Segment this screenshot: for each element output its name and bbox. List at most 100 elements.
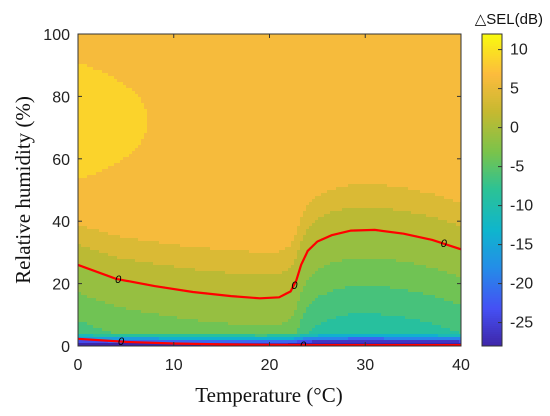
field-cell	[180, 286, 184, 290]
field-cell	[177, 49, 181, 53]
field-cell	[189, 112, 193, 116]
field-cell	[102, 64, 106, 68]
field-cell	[183, 280, 187, 284]
field-cell	[210, 46, 214, 50]
field-cell	[183, 88, 187, 92]
field-cell	[81, 241, 85, 245]
field-cell	[165, 295, 169, 299]
field-cell	[117, 184, 121, 188]
field-cell	[129, 262, 133, 266]
field-cell	[96, 340, 100, 344]
field-cell	[102, 88, 106, 92]
field-cell	[84, 313, 88, 317]
field-cell	[213, 136, 217, 140]
field-cell	[210, 82, 214, 86]
field-cell	[111, 181, 115, 185]
field-cell	[84, 100, 88, 104]
field-cell	[96, 229, 100, 233]
field-cell	[111, 187, 115, 191]
field-cell	[180, 232, 184, 236]
field-cell	[90, 40, 94, 44]
field-cell	[156, 271, 160, 275]
field-cell	[129, 73, 133, 77]
field-cell	[93, 196, 97, 200]
field-cell	[156, 307, 160, 311]
field-cell	[102, 196, 106, 200]
field-cell	[210, 250, 214, 254]
field-cell	[207, 82, 211, 86]
field-cell	[96, 172, 100, 176]
field-cell	[192, 49, 196, 53]
field-cell	[114, 49, 118, 53]
field-cell	[81, 163, 85, 167]
field-cell	[132, 115, 136, 119]
field-cell	[153, 184, 157, 188]
field-cell	[99, 316, 103, 320]
field-cell	[108, 118, 112, 122]
field-cell	[153, 85, 157, 89]
field-cell	[90, 250, 94, 254]
field-cell	[213, 142, 217, 146]
field-cell	[111, 280, 115, 284]
field-cell	[144, 175, 148, 179]
field-cell	[132, 190, 136, 194]
field-cell	[180, 334, 184, 338]
field-cell	[171, 151, 175, 155]
field-cell	[201, 85, 205, 89]
field-cell	[150, 235, 154, 239]
field-cell	[87, 154, 91, 158]
field-cell	[84, 310, 88, 314]
field-cell	[144, 304, 148, 308]
field-cell	[135, 121, 139, 125]
field-cell	[189, 58, 193, 62]
field-cell	[192, 82, 196, 86]
field-cell	[90, 52, 94, 56]
field-cell	[114, 46, 118, 50]
field-cell	[165, 334, 169, 338]
field-cell	[87, 37, 91, 41]
field-cell	[123, 37, 127, 41]
field-cell	[150, 157, 154, 161]
field-cell	[96, 301, 100, 305]
field-cell	[141, 295, 145, 299]
field-cell	[189, 79, 193, 83]
field-cell	[162, 157, 166, 161]
field-cell	[114, 124, 118, 128]
field-cell	[168, 46, 172, 50]
field-cell	[108, 223, 112, 227]
field-cell	[120, 274, 124, 278]
field-cell	[141, 214, 145, 218]
field-cell	[120, 265, 124, 269]
field-cell	[216, 130, 220, 134]
field-cell	[198, 193, 202, 197]
field-cell	[168, 43, 172, 47]
field-cell	[180, 106, 184, 110]
field-cell	[147, 136, 151, 140]
field-cell	[117, 337, 121, 341]
field-cell	[156, 121, 160, 125]
field-cell	[159, 280, 163, 284]
field-cell	[144, 217, 148, 221]
field-cell	[96, 277, 100, 281]
field-cell	[138, 310, 142, 314]
field-cell	[213, 325, 217, 329]
field-cell	[144, 94, 148, 98]
field-cell	[165, 100, 169, 104]
field-cell	[117, 316, 121, 320]
field-cell	[204, 73, 208, 77]
field-cell	[204, 328, 208, 332]
field-cell	[138, 289, 142, 293]
field-cell	[162, 142, 166, 146]
field-cell	[201, 298, 205, 302]
field-cell	[141, 208, 145, 212]
field-cell	[84, 169, 88, 173]
field-cell	[111, 55, 115, 59]
field-cell	[120, 343, 124, 346]
field-cell	[177, 76, 181, 80]
field-cell	[171, 193, 175, 197]
field-cell	[144, 157, 148, 161]
field-cell	[141, 322, 145, 326]
field-cell	[204, 64, 208, 68]
field-cell	[144, 199, 148, 203]
field-cell	[168, 214, 172, 218]
